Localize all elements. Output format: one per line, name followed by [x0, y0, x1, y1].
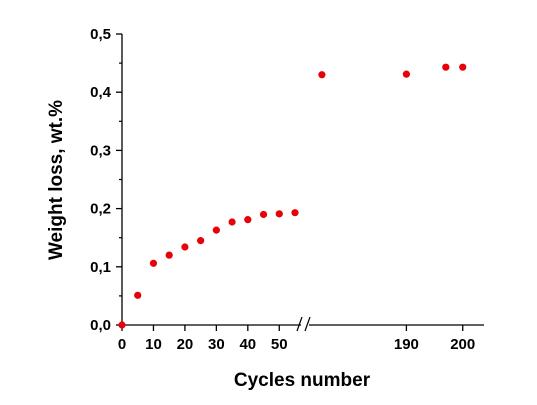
x-axis-title: Cycles number [234, 370, 371, 391]
data-point [402, 70, 410, 78]
axis-break-mark-1 [296, 316, 303, 332]
y-tick-label: 0,5 [90, 26, 111, 43]
x-tick-label: 10 [145, 336, 162, 353]
x-tick-label: 40 [239, 336, 256, 353]
y-ticks: 0,0 0,1 0,2 0,3 0,4 0,5 [90, 26, 122, 334]
data-point [291, 209, 299, 217]
y-tick-label: 0,2 [90, 201, 111, 218]
data-point [275, 210, 283, 218]
data-point [212, 226, 220, 234]
data-point [134, 291, 142, 299]
x-tick-label: 50 [271, 336, 288, 353]
x-ticks: 0 10 20 30 40 50 190 200 [118, 325, 475, 353]
axis-break-mark-2 [304, 316, 311, 332]
data-point [442, 63, 450, 71]
x-tick-label: 30 [208, 336, 225, 353]
x-tick-label: 20 [177, 336, 194, 353]
data-point [228, 218, 236, 226]
data-point [244, 216, 252, 224]
data-point [165, 251, 173, 259]
data-point [197, 237, 205, 245]
x-tick-label: 200 [450, 336, 475, 353]
data-point [118, 321, 126, 329]
y-axis: 0,0 0,1 0,2 0,3 0,4 0,5 [90, 26, 123, 334]
data-points [118, 63, 467, 329]
data-point [259, 210, 268, 219]
y-tick-label: 0,4 [90, 84, 112, 101]
data-point [318, 71, 326, 79]
data-point [459, 63, 467, 71]
y-tick-label: 0,1 [90, 259, 111, 276]
y-tick-label: 0,3 [90, 142, 111, 159]
y-axis-title: Weight loss, wt.% [46, 100, 67, 260]
data-point [181, 243, 189, 251]
x-tick-label: 0 [118, 336, 126, 353]
x-axis: 0 10 20 30 40 50 190 200 [118, 316, 484, 353]
x-tick-label: 190 [394, 336, 419, 353]
data-point [149, 259, 158, 267]
y-tick-label: 0,0 [90, 317, 111, 334]
